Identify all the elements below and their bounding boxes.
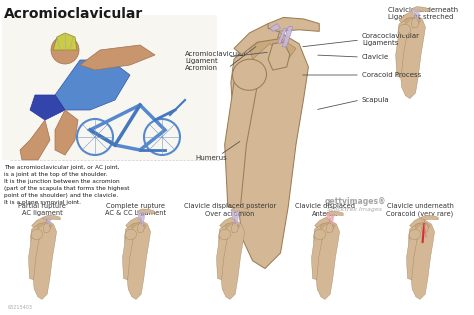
Text: gettyimages®: gettyimages® — [324, 198, 386, 207]
Polygon shape — [80, 45, 155, 70]
Polygon shape — [234, 211, 237, 224]
Polygon shape — [410, 217, 425, 228]
Text: Acromion: Acromion — [185, 65, 218, 71]
Polygon shape — [232, 209, 235, 220]
Polygon shape — [331, 214, 334, 225]
Ellipse shape — [219, 229, 230, 240]
Polygon shape — [32, 217, 47, 228]
Polygon shape — [326, 223, 333, 233]
Polygon shape — [219, 219, 245, 299]
Bar — [2, 15, 217, 160]
Polygon shape — [396, 32, 407, 77]
Polygon shape — [225, 220, 240, 229]
Polygon shape — [311, 237, 322, 280]
Ellipse shape — [314, 229, 326, 240]
Polygon shape — [225, 83, 257, 209]
Text: Acromioclavicular: Acromioclavicular — [4, 7, 143, 21]
Circle shape — [51, 36, 79, 64]
Text: Clavicle underneath
Ligament streched: Clavicle underneath Ligament streched — [388, 7, 458, 20]
Polygon shape — [231, 28, 309, 268]
Polygon shape — [43, 223, 50, 233]
Polygon shape — [142, 212, 146, 225]
Polygon shape — [231, 223, 238, 233]
Polygon shape — [421, 215, 438, 220]
Polygon shape — [28, 237, 39, 280]
Text: Humerus: Humerus — [195, 155, 227, 161]
Polygon shape — [399, 12, 416, 23]
Polygon shape — [126, 217, 141, 228]
Ellipse shape — [31, 229, 43, 240]
Polygon shape — [277, 28, 287, 44]
Text: Partial rupture
AC ligament: Partial rupture AC ligament — [18, 203, 66, 216]
Polygon shape — [140, 213, 143, 224]
Polygon shape — [137, 223, 144, 233]
Text: Clavicle displaced
Anterior: Clavicle displaced Anterior — [295, 203, 355, 216]
Polygon shape — [314, 219, 339, 299]
Polygon shape — [268, 42, 290, 70]
Polygon shape — [411, 9, 416, 14]
Polygon shape — [407, 237, 418, 280]
Polygon shape — [219, 217, 235, 228]
Ellipse shape — [399, 24, 410, 35]
Ellipse shape — [125, 229, 137, 240]
Text: Complete rupture
AC & CC Ligament: Complete rupture AC & CC Ligament — [105, 203, 166, 216]
Polygon shape — [48, 218, 51, 225]
Polygon shape — [55, 60, 130, 110]
Text: Acromioclavicular
Ligament: Acromioclavicular Ligament — [185, 50, 247, 64]
Polygon shape — [326, 211, 343, 216]
Text: Clavicle: Clavicle — [362, 54, 389, 60]
Polygon shape — [416, 10, 420, 20]
Ellipse shape — [232, 59, 266, 90]
Text: Clavicle underneath
Coracoid (very rare): Clavicle underneath Coracoid (very rare) — [386, 203, 454, 217]
Polygon shape — [44, 217, 47, 220]
Polygon shape — [217, 237, 228, 280]
Polygon shape — [327, 213, 330, 220]
Polygon shape — [282, 27, 293, 47]
Polygon shape — [320, 220, 336, 229]
Polygon shape — [249, 33, 296, 59]
Polygon shape — [137, 211, 141, 220]
Polygon shape — [30, 219, 56, 299]
Text: Scapula: Scapula — [362, 97, 390, 103]
Polygon shape — [411, 7, 429, 12]
Polygon shape — [234, 24, 281, 54]
Text: Coracoid Process: Coracoid Process — [362, 72, 421, 78]
Polygon shape — [415, 220, 430, 229]
Polygon shape — [43, 215, 60, 220]
Polygon shape — [137, 209, 154, 214]
Polygon shape — [55, 110, 78, 155]
Polygon shape — [46, 219, 49, 224]
Ellipse shape — [409, 229, 420, 240]
Polygon shape — [231, 207, 248, 212]
Polygon shape — [37, 220, 53, 229]
Polygon shape — [53, 33, 77, 50]
Polygon shape — [122, 237, 133, 280]
Polygon shape — [414, 10, 418, 19]
Polygon shape — [409, 219, 435, 299]
Text: Stocktrek Images: Stocktrek Images — [328, 208, 383, 213]
Text: Clavicle displaced posterior
Over acromion: Clavicle displaced posterior Over acromi… — [184, 203, 276, 216]
Text: The acromioclavicular joint, or AC joint,
is a joint at the top of the shoulder.: The acromioclavicular joint, or AC joint… — [4, 165, 129, 205]
Polygon shape — [125, 219, 151, 299]
Polygon shape — [315, 217, 330, 228]
Polygon shape — [236, 210, 239, 225]
Polygon shape — [411, 18, 419, 28]
Text: Coracoclavicular
Ligaments: Coracoclavicular Ligaments — [362, 33, 420, 47]
Polygon shape — [20, 120, 50, 160]
Polygon shape — [404, 15, 421, 24]
Polygon shape — [398, 13, 425, 99]
Polygon shape — [270, 24, 281, 32]
Text: 63215403: 63215403 — [8, 305, 33, 310]
Polygon shape — [268, 17, 319, 32]
Polygon shape — [131, 220, 146, 229]
Polygon shape — [30, 95, 65, 120]
Polygon shape — [329, 215, 332, 224]
Polygon shape — [421, 223, 428, 233]
